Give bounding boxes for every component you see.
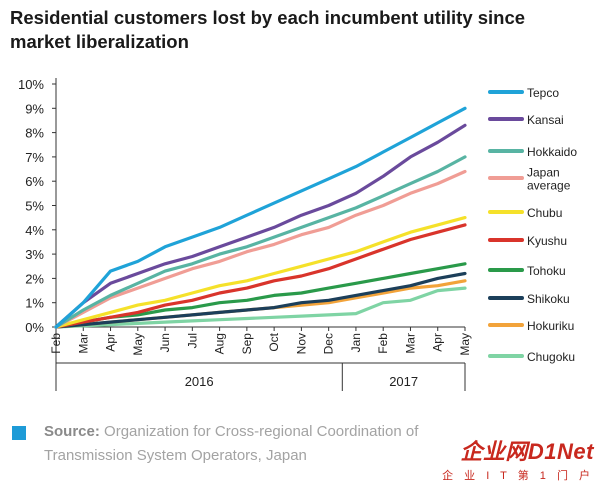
series-line-shikoku <box>54 271 467 329</box>
legend-label: Tepco <box>527 86 559 100</box>
x-tick-label: Dec <box>322 333 336 354</box>
series-line-chubu <box>54 216 467 329</box>
x-tick-label: Nov <box>294 333 308 354</box>
series-line-hokkaido <box>54 155 467 329</box>
legend-label: average <box>527 179 571 193</box>
x-tick-label: Feb <box>49 333 63 354</box>
legend-label: Chubu <box>527 206 562 220</box>
series-line-japan-average <box>54 169 467 329</box>
x-tick-label: Jun <box>158 333 172 352</box>
y-tick-label: 7% <box>25 150 44 165</box>
chart-title: Residential customers lost by each incum… <box>10 7 526 52</box>
x-tick-label: Jul <box>185 333 199 348</box>
x-tick-label: Jan <box>349 333 363 352</box>
watermark-main: 企业网D1Net <box>460 439 594 464</box>
y-tick-label: 10% <box>18 77 44 92</box>
y-tick-label: 2% <box>25 271 44 286</box>
y-tick-label: 4% <box>25 223 44 238</box>
year-label: 2017 <box>389 374 418 389</box>
x-tick-label: Oct <box>267 332 281 351</box>
line-chart: 0% 1% 2% 3% 4% 5% 6% 7% 8% 9% 10% Feb Mar Apr May Jun Ju… <box>18 77 577 391</box>
y-tick-label: 5% <box>25 199 44 214</box>
x-tick-label: Sep <box>240 333 254 355</box>
x-tick-label: Mar <box>403 333 417 354</box>
x-tick-label: Apr <box>104 333 118 352</box>
y-tick-label: 9% <box>25 101 44 116</box>
watermark: 企业网D1Net 企 业 I T 第 1 门 户 <box>442 434 594 483</box>
legend-label: Kyushu <box>527 234 567 248</box>
y-tick-label: 8% <box>25 126 44 141</box>
legend-label: Japan <box>527 166 560 180</box>
legend-label: Kansai <box>527 113 564 127</box>
y-tick-label: 1% <box>25 296 44 311</box>
series-line-chugoku <box>54 286 467 329</box>
x-tick-label: Aug <box>213 333 227 354</box>
x-tick-label: May <box>131 333 145 356</box>
x-tick-label: Mar <box>76 333 90 354</box>
series-line-kyushu <box>54 223 467 329</box>
source-label: Source: <box>44 423 100 440</box>
legend-label: Tohoku <box>527 264 566 278</box>
watermark-sub: 企 业 I T 第 1 门 户 <box>442 470 594 482</box>
legend-label: Hokuriku <box>527 319 574 333</box>
legend-label: Shikoku <box>527 292 570 306</box>
series-line-tepco <box>54 106 467 329</box>
source-note: Source: Organization for Cross-regional … <box>44 420 444 468</box>
y-tick-label: 0% <box>25 320 44 335</box>
x-tick-label: May <box>458 333 472 356</box>
source-marker <box>12 426 26 440</box>
source-text: Organization for Cross-regional Coordina… <box>44 423 419 464</box>
y-tick-label: 3% <box>25 247 44 262</box>
year-label: 2016 <box>185 374 214 389</box>
series-line-kansai <box>54 123 467 329</box>
y-tick-label: 6% <box>25 174 44 189</box>
x-tick-label: Feb <box>376 333 390 354</box>
legend-label: Hokkaido <box>527 145 577 159</box>
x-tick-label: Apr <box>431 333 445 352</box>
legend-label: Chugoku <box>527 350 575 364</box>
